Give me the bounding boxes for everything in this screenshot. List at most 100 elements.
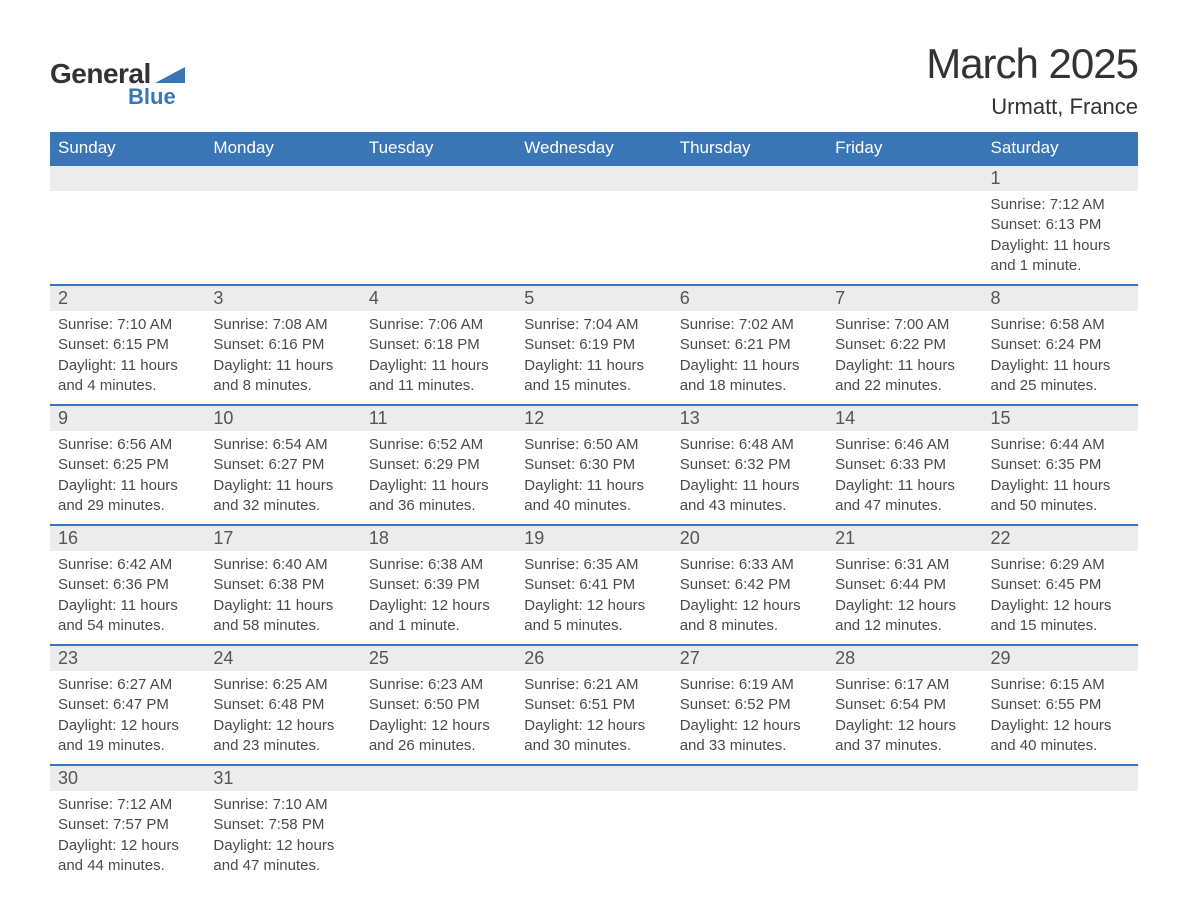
sunrise-text: Sunrise: 6:44 AM xyxy=(991,435,1130,455)
daylight-text: and 23 minutes. xyxy=(213,736,352,756)
day-number: 15 xyxy=(983,406,1138,431)
daylight-text: and 36 minutes. xyxy=(369,496,508,516)
day-number-cell: 27 xyxy=(672,645,827,671)
day-number-cell: 28 xyxy=(827,645,982,671)
day-detail-cell: Sunrise: 6:25 AMSunset: 6:48 PMDaylight:… xyxy=(205,671,360,765)
sunset-text: Sunset: 6:52 PM xyxy=(680,695,819,715)
day-number-cell: 26 xyxy=(516,645,671,671)
day-number: 11 xyxy=(361,406,516,431)
day-number-cell: 25 xyxy=(361,645,516,671)
sunrise-text: Sunrise: 6:23 AM xyxy=(369,675,508,695)
week-detail-row: Sunrise: 6:56 AMSunset: 6:25 PMDaylight:… xyxy=(50,431,1138,525)
sunrise-text: Sunrise: 6:54 AM xyxy=(213,435,352,455)
day-detail-cell: Sunrise: 6:35 AMSunset: 6:41 PMDaylight:… xyxy=(516,551,671,645)
sunrise-text: Sunrise: 6:27 AM xyxy=(58,675,197,695)
daylight-text: Daylight: 12 hours xyxy=(524,716,663,736)
day-number-cell xyxy=(672,765,827,791)
day-number-cell xyxy=(205,165,360,191)
logo-text-blue: Blue xyxy=(128,84,185,110)
daylight-text: Daylight: 12 hours xyxy=(58,716,197,736)
day-number: 8 xyxy=(983,286,1138,311)
daylight-text: and 37 minutes. xyxy=(835,736,974,756)
day-number-cell: 17 xyxy=(205,525,360,551)
day-number: 2 xyxy=(50,286,205,311)
sunrise-text: Sunrise: 6:25 AM xyxy=(213,675,352,695)
week-daynum-row: 23242526272829 xyxy=(50,645,1138,671)
day-detail-cell: Sunrise: 7:06 AMSunset: 6:18 PMDaylight:… xyxy=(361,311,516,405)
daylight-text: Daylight: 12 hours xyxy=(680,596,819,616)
day-number-cell: 9 xyxy=(50,405,205,431)
daylight-text: Daylight: 12 hours xyxy=(680,716,819,736)
title-block: March 2025 Urmatt, France xyxy=(926,40,1138,120)
location-label: Urmatt, France xyxy=(926,94,1138,120)
day-number-cell xyxy=(516,165,671,191)
day-number-cell: 30 xyxy=(50,765,205,791)
week-daynum-row: 9101112131415 xyxy=(50,405,1138,431)
day-number-cell: 1 xyxy=(983,165,1138,191)
sunset-text: Sunset: 6:22 PM xyxy=(835,335,974,355)
day-number: 27 xyxy=(672,646,827,671)
day-detail-cell: Sunrise: 6:31 AMSunset: 6:44 PMDaylight:… xyxy=(827,551,982,645)
sunrise-text: Sunrise: 6:58 AM xyxy=(991,315,1130,335)
day-number: 26 xyxy=(516,646,671,671)
daylight-text: Daylight: 11 hours xyxy=(680,476,819,496)
daylight-text: and 25 minutes. xyxy=(991,376,1130,396)
day-number: 24 xyxy=(205,646,360,671)
sunset-text: Sunset: 6:33 PM xyxy=(835,455,974,475)
daylight-text: and 11 minutes. xyxy=(369,376,508,396)
daylight-text: and 12 minutes. xyxy=(835,616,974,636)
day-detail-cell: Sunrise: 6:33 AMSunset: 6:42 PMDaylight:… xyxy=(672,551,827,645)
daylight-text: and 29 minutes. xyxy=(58,496,197,516)
sunrise-text: Sunrise: 6:33 AM xyxy=(680,555,819,575)
sunrise-text: Sunrise: 6:15 AM xyxy=(991,675,1130,695)
daylight-text: Daylight: 11 hours xyxy=(369,356,508,376)
week-detail-row: Sunrise: 7:12 AMSunset: 6:13 PMDaylight:… xyxy=(50,191,1138,285)
day-header: Friday xyxy=(827,132,982,165)
sunset-text: Sunset: 6:16 PM xyxy=(213,335,352,355)
daylight-text: and 19 minutes. xyxy=(58,736,197,756)
day-number-cell: 16 xyxy=(50,525,205,551)
daylight-text: and 44 minutes. xyxy=(58,856,197,876)
day-number-cell: 14 xyxy=(827,405,982,431)
day-detail-cell: Sunrise: 7:10 AMSunset: 6:15 PMDaylight:… xyxy=(50,311,205,405)
week-detail-row: Sunrise: 6:42 AMSunset: 6:36 PMDaylight:… xyxy=(50,551,1138,645)
day-number: 4 xyxy=(361,286,516,311)
daylight-text: Daylight: 12 hours xyxy=(58,836,197,856)
sunset-text: Sunset: 6:13 PM xyxy=(991,215,1130,235)
sunset-text: Sunset: 6:45 PM xyxy=(991,575,1130,595)
sunrise-text: Sunrise: 6:50 AM xyxy=(524,435,663,455)
day-number-cell: 31 xyxy=(205,765,360,791)
daylight-text: Daylight: 11 hours xyxy=(991,236,1130,256)
week-daynum-row: 2345678 xyxy=(50,285,1138,311)
daylight-text: Daylight: 11 hours xyxy=(58,476,197,496)
daylight-text: and 22 minutes. xyxy=(835,376,974,396)
sunset-text: Sunset: 7:58 PM xyxy=(213,815,352,835)
week-detail-row: Sunrise: 6:27 AMSunset: 6:47 PMDaylight:… xyxy=(50,671,1138,765)
daylight-text: and 1 minute. xyxy=(991,256,1130,276)
sunset-text: Sunset: 6:54 PM xyxy=(835,695,974,715)
daylight-text: Daylight: 12 hours xyxy=(835,596,974,616)
month-title: March 2025 xyxy=(926,40,1138,88)
day-detail-cell xyxy=(205,191,360,285)
daylight-text: and 47 minutes. xyxy=(213,856,352,876)
daylight-text: and 33 minutes. xyxy=(680,736,819,756)
daylight-text: Daylight: 11 hours xyxy=(991,476,1130,496)
day-number: 22 xyxy=(983,526,1138,551)
daylight-text: Daylight: 12 hours xyxy=(369,716,508,736)
daylight-text: Daylight: 12 hours xyxy=(524,596,663,616)
daylight-text: and 40 minutes. xyxy=(991,736,1130,756)
calendar-table: Sunday Monday Tuesday Wednesday Thursday… xyxy=(50,132,1138,884)
day-number-cell: 24 xyxy=(205,645,360,671)
sunset-text: Sunset: 6:19 PM xyxy=(524,335,663,355)
sunrise-text: Sunrise: 6:38 AM xyxy=(369,555,508,575)
day-detail-cell xyxy=(827,191,982,285)
day-detail-cell xyxy=(672,791,827,884)
day-number-cell: 3 xyxy=(205,285,360,311)
daylight-text: and 30 minutes. xyxy=(524,736,663,756)
week-daynum-row: 16171819202122 xyxy=(50,525,1138,551)
sunset-text: Sunset: 6:35 PM xyxy=(991,455,1130,475)
daylight-text: Daylight: 12 hours xyxy=(991,596,1130,616)
sunrise-text: Sunrise: 7:00 AM xyxy=(835,315,974,335)
day-number: 18 xyxy=(361,526,516,551)
sunrise-text: Sunrise: 7:04 AM xyxy=(524,315,663,335)
